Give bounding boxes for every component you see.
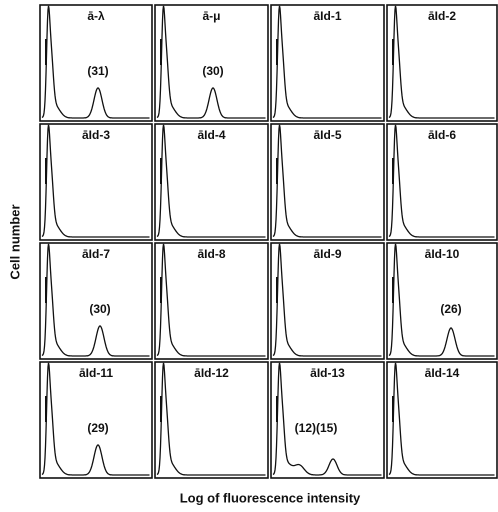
panel-label: āId-6 [428, 128, 456, 142]
y-label: Cell number [7, 204, 22, 279]
panel-frame [154, 123, 269, 241]
panel-frame [154, 361, 269, 479]
histogram-curve [41, 362, 150, 476]
panel-frame [270, 361, 385, 479]
histogram-curve [156, 5, 266, 119]
peak-annotation: (30) [202, 64, 223, 78]
panel-label: āId-1 [313, 9, 341, 23]
panel-frame [39, 4, 153, 122]
panel-frame [270, 242, 385, 360]
histogram-curve [388, 362, 495, 476]
panel-label: āId-12 [194, 366, 229, 380]
panel-label: ā-λ [87, 9, 105, 23]
panel-label: āId-3 [82, 128, 110, 142]
panel-label: āId-2 [428, 9, 456, 23]
panel-label: āId-5 [313, 128, 341, 142]
peak-annotation: (29) [87, 421, 108, 435]
panel-label: āId-11 [79, 366, 113, 380]
panel-label: āId-4 [197, 128, 225, 142]
peak-annotation: (12)(15) [295, 421, 338, 435]
panel-frame [386, 123, 498, 241]
histogram-curve [272, 243, 382, 357]
panel-label: āId-7 [82, 247, 110, 261]
panel-frame [386, 361, 498, 479]
peak-annotation: (26) [440, 302, 461, 316]
panel-label: āId-10 [425, 247, 460, 261]
histogram-curve [156, 124, 266, 238]
panel-label: ā-μ [202, 9, 220, 23]
panel-frame [386, 242, 498, 360]
panel-label: āId-8 [197, 247, 225, 261]
histogram-curve [41, 243, 150, 357]
panel-frame [386, 4, 498, 122]
histogram-curve [272, 362, 382, 476]
panel-frame [270, 123, 385, 241]
histogram-curve [388, 243, 495, 357]
histogram-curve [388, 124, 495, 238]
panel-label: āId-9 [313, 247, 341, 261]
histogram-curve [156, 243, 266, 357]
panel-frame [270, 4, 385, 122]
histogram-curve [41, 124, 150, 238]
panel-label: āId-14 [425, 366, 460, 380]
histogram-curve [272, 5, 382, 119]
histogram-curve [41, 5, 150, 119]
histogram-curve [272, 124, 382, 238]
panel-frame [154, 4, 269, 122]
panel-frame [39, 242, 153, 360]
histogram-curve [388, 5, 495, 119]
panel-frame [39, 123, 153, 241]
x-label: Log of fluorescence intensity [180, 490, 361, 505]
panel-frame [39, 361, 153, 479]
panel-label: āId-13 [310, 366, 345, 380]
histogram-curve [156, 362, 266, 476]
peak-annotation: (30) [89, 302, 110, 316]
peak-annotation: (31) [87, 64, 108, 78]
panel-frame [154, 242, 269, 360]
